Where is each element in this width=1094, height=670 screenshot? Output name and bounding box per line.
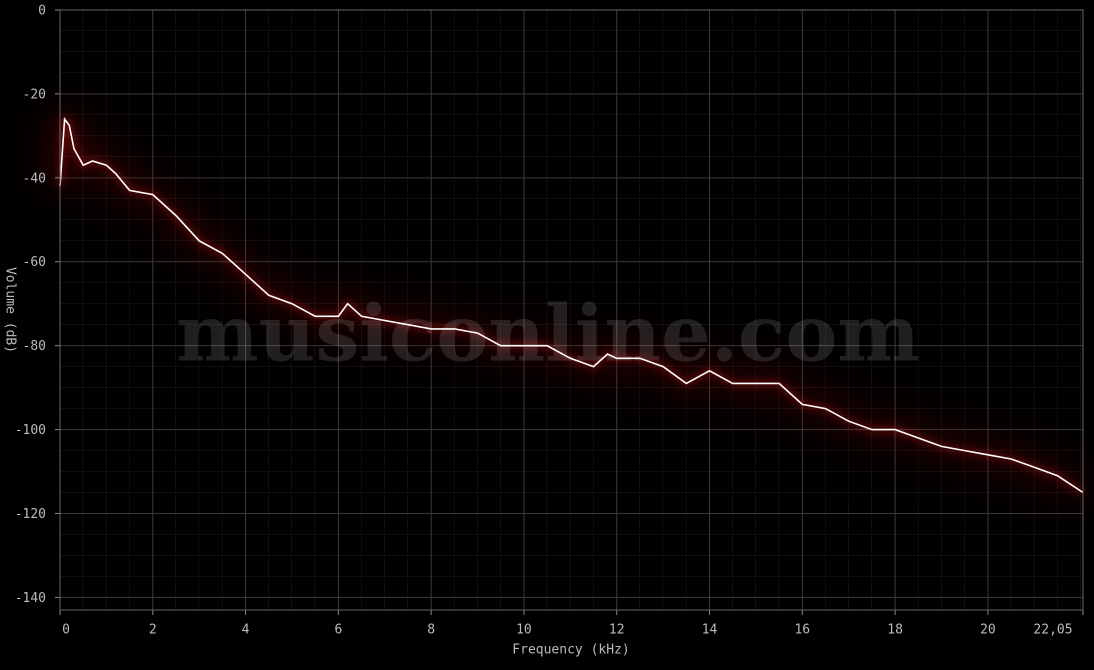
x-tick-label: 6: [334, 623, 342, 638]
y-tick-label: -80: [23, 339, 46, 354]
y-tick-label: -40: [23, 171, 46, 186]
x-tick-label: 4: [242, 623, 250, 638]
watermark: musiconline.com: [176, 289, 920, 380]
spectrum-line: [59, 116, 1084, 494]
x-tick-label: 20: [980, 623, 996, 638]
y-tick-label: -120: [15, 507, 46, 522]
y-tick-label: -100: [15, 423, 46, 438]
x-tick-label: 22,05: [1033, 623, 1072, 638]
minor-grid: [60, 10, 1083, 610]
x-tick-label: 8: [427, 623, 435, 638]
x-tick-label: 2: [149, 623, 157, 638]
x-axis-label: Frequency (kHz): [512, 643, 629, 658]
y-tick-label: -140: [15, 591, 46, 606]
x-tick-label: 0: [62, 623, 70, 638]
x-tick-label: 10: [516, 623, 532, 638]
x-tick-label: 16: [794, 623, 810, 638]
x-tick-label: 14: [702, 623, 718, 638]
y-tick-label: -60: [23, 255, 46, 270]
plot-frame: [59, 9, 1084, 611]
x-tick-label: 18: [887, 623, 903, 638]
y-axis-label: Volume (dB): [3, 267, 18, 353]
y-tick-label: -20: [23, 87, 46, 102]
y-tick-label: 0: [38, 4, 46, 19]
x-tick-label: 12: [609, 623, 625, 638]
